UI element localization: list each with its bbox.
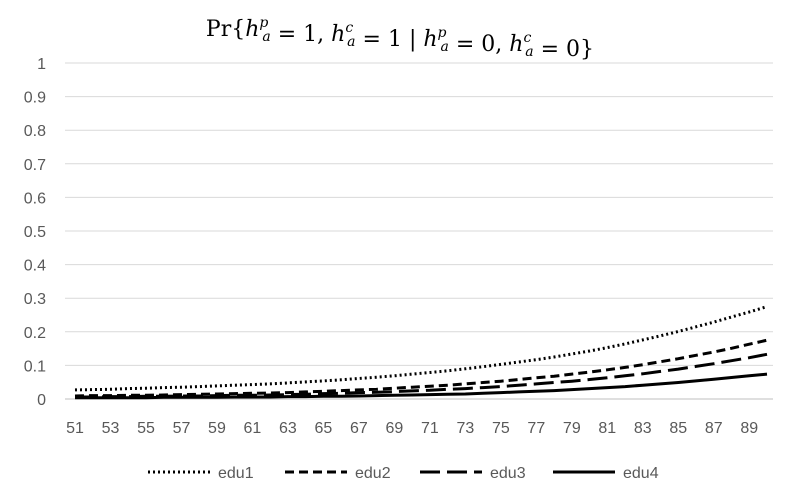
x-tick-label: 59	[208, 420, 226, 437]
x-tick-label: 85	[669, 420, 687, 437]
title-text: Pr{hp a = 1, hc a = 1 | hp a = 0, hc a = 0}	[206, 15, 594, 62]
gridlines	[65, 62, 773, 400]
title-variable: h	[245, 17, 259, 42]
title-subscript: a	[525, 44, 533, 60]
y-tick-label: 0.4	[24, 258, 46, 275]
legend-label-edu2: edu2	[355, 465, 391, 482]
y-tick-label: 1	[37, 56, 46, 73]
y-tick-label: 0	[37, 392, 46, 409]
x-tick-label: 61	[244, 420, 262, 437]
legend: edu1 edu2 edu3 edu4	[148, 465, 659, 482]
y-tick-label: 0.5	[24, 224, 46, 241]
x-tick-label: 75	[492, 420, 510, 437]
series-line-edu2	[74, 338, 768, 398]
title-suffix: = 0}	[534, 37, 594, 62]
y-axis-ticks: 0 0.1 0.2 0.3 0.4 0.5 0.6 0.7 0.8 0.9 1	[24, 56, 46, 409]
y-tick-label: 0.2	[24, 325, 46, 342]
title-superscript: p	[438, 25, 447, 41]
title-subscript: a	[347, 34, 355, 50]
title-variable: h	[509, 32, 523, 57]
x-tick-label: 51	[66, 420, 84, 437]
x-tick-label: 83	[634, 420, 652, 437]
legend-label-edu3: edu3	[490, 465, 526, 482]
title-subscript: a	[262, 29, 270, 45]
y-tick-label: 0.6	[24, 190, 46, 207]
y-tick-label: 0.3	[24, 291, 46, 308]
title-superscript: c	[345, 20, 353, 36]
title-operator: = 1,	[271, 22, 331, 47]
legend-label-edu1: edu1	[218, 465, 254, 482]
series-line-edu4	[75, 372, 768, 400]
x-tick-label: 87	[705, 420, 723, 437]
x-tick-label: 69	[385, 420, 403, 437]
title-superscript: c	[523, 30, 531, 46]
x-tick-label: 53	[102, 420, 120, 437]
data-series	[74, 305, 768, 400]
title-superscript: p	[259, 15, 268, 31]
x-tick-label: 65	[315, 420, 333, 437]
x-tick-label: 73	[456, 420, 474, 437]
x-tick-label: 55	[137, 420, 155, 437]
title-prefix: Pr{	[206, 17, 245, 42]
title-subscript: a	[441, 39, 449, 55]
x-tick-label: 89	[740, 420, 758, 437]
x-tick-label: 79	[563, 420, 581, 437]
x-tick-label: 67	[350, 420, 368, 437]
x-tick-label: 71	[421, 420, 439, 437]
chart-title: Pr{hp a = 1, hc a = 1 | hp a = 0, hc a = 0}	[206, 15, 594, 62]
x-axis-ticks: 51 53 55 57 59 61 63 65 67 69 71 73 75 77 79 81 83 85 87 89	[66, 420, 758, 437]
y-tick-label: 0.8	[24, 123, 46, 140]
x-tick-label: 81	[598, 420, 616, 437]
x-tick-label: 77	[527, 420, 545, 437]
y-tick-label: 0.9	[24, 90, 46, 107]
title-variable: h	[331, 22, 345, 47]
series-line-edu1	[74, 305, 768, 392]
y-tick-label: 0.7	[24, 157, 46, 174]
x-tick-label: 57	[173, 420, 191, 437]
title-operator: = 1 |	[356, 27, 424, 52]
x-tick-label: 63	[279, 420, 297, 437]
legend-label-edu4: edu4	[623, 465, 659, 482]
title-variable: h	[423, 27, 437, 52]
y-tick-label: 0.1	[24, 358, 46, 375]
title-operator: = 0,	[449, 32, 509, 57]
